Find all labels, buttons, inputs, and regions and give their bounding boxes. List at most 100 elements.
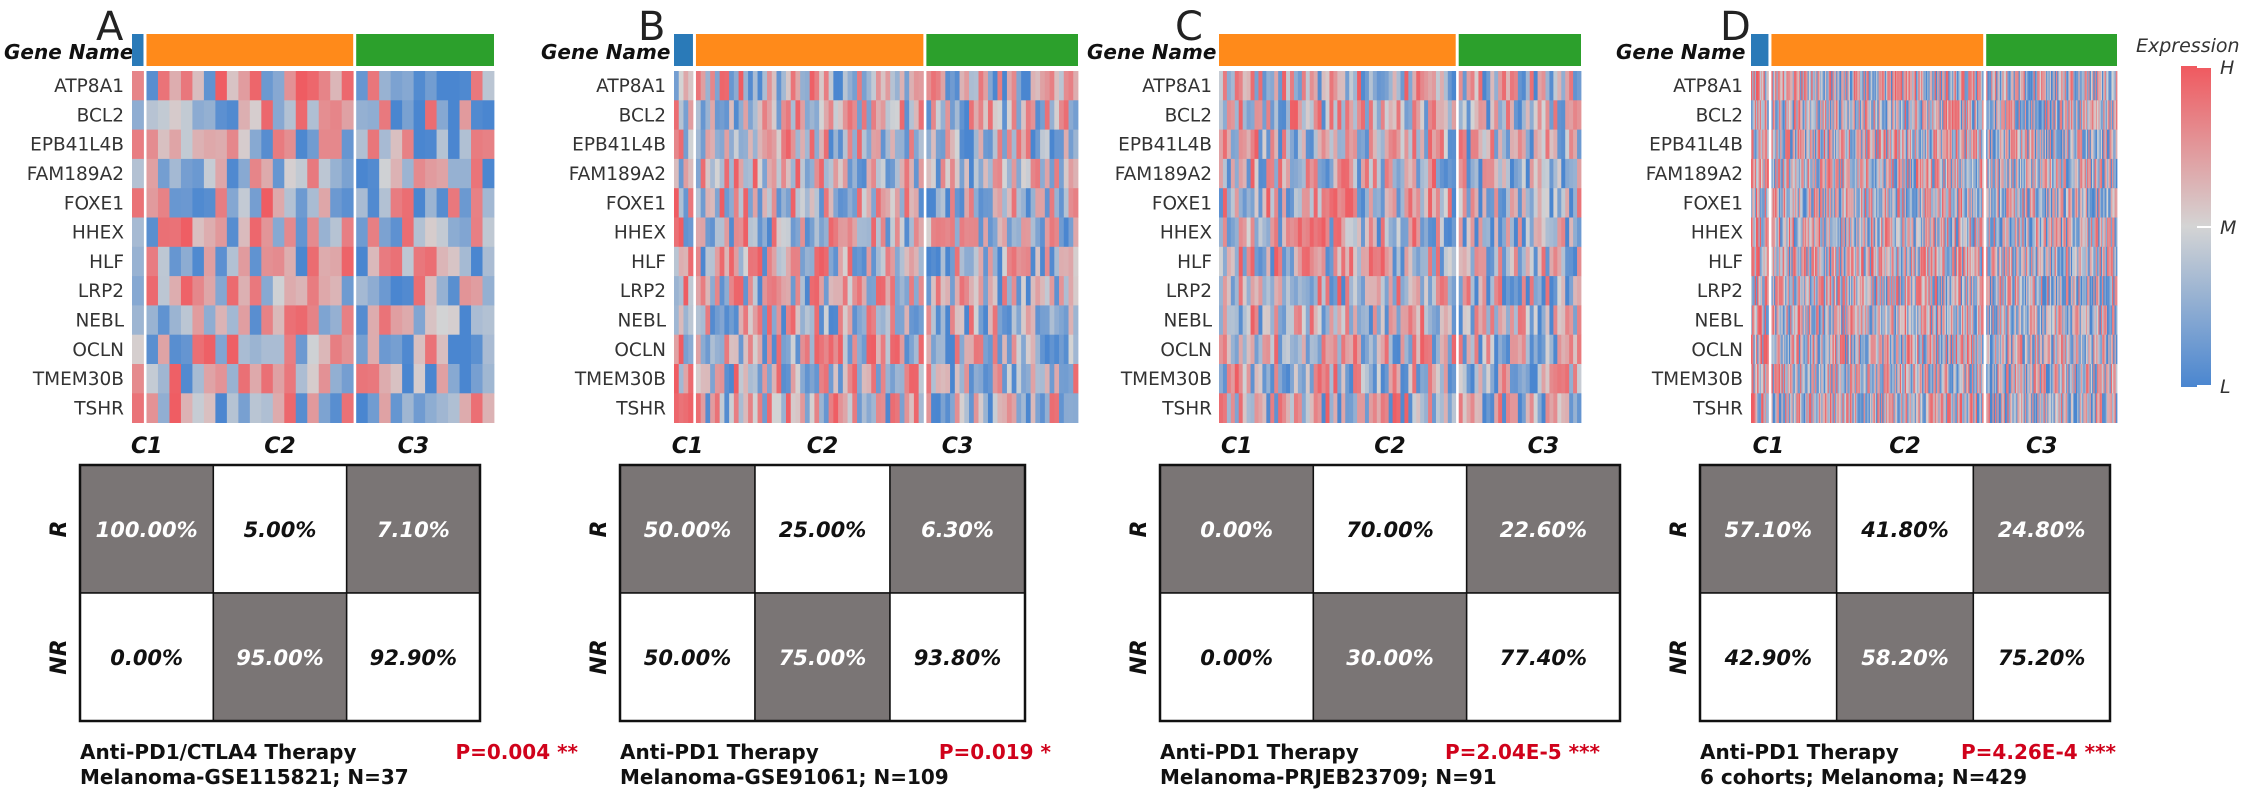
heatmap-cell [743,100,749,130]
heatmap-cell [1490,188,1495,218]
heatmap-cell [1541,334,1546,365]
heatmap-cell [1997,129,2000,160]
heatmap-cell [1963,71,1965,101]
heatmap-cell [1305,334,1311,365]
heatmap-cell [1846,246,1848,277]
heatmap-cell [1054,71,1060,101]
heatmap-cell [1837,188,1840,218]
heatmap-cell [1924,217,1927,248]
heatmap-cell [1826,129,1828,160]
heatmap-cell [1428,246,1433,277]
heatmap-cell [767,188,773,218]
heatmap-cell [1439,364,1445,394]
heatmap-cell [1274,129,1279,160]
heatmap-cell [1848,217,1851,248]
heatmap-cell [1509,129,1515,160]
heatmap-cell [1962,217,1964,248]
heatmap-cell [1862,246,1865,277]
heatmap-cell [1963,188,1965,218]
heatmap-cell [2002,393,2005,423]
heatmap-cell [1987,71,1990,101]
heatmap-cell [1506,305,1511,336]
heatmap-cell [1807,246,1810,277]
heatmap-cell [1791,129,1794,160]
heatmap-cell [295,100,308,130]
heatmap-cell [1991,305,1993,336]
heatmap-cell [1424,71,1429,101]
heatmap-cell [1869,364,1872,394]
heatmap-cell [1400,71,1405,101]
heatmap-cell [1843,217,1846,248]
heatmap-cell [1451,364,1457,394]
heatmap-cell [1002,217,1008,248]
heatmap-cell [1805,305,1807,336]
heatmap-cell [1290,364,1295,394]
heatmap-cell [1980,305,1983,336]
heatmap-cell [700,246,706,277]
heatmap-cell [1964,276,1967,306]
heatmap-cell [1801,393,1803,423]
heatmap-cell [1944,71,1947,101]
heatmap-cell [1969,305,1972,336]
heatmap-cell [1894,158,1897,189]
heatmap-cell [683,188,689,218]
heatmap-cell [1384,71,1390,101]
heatmap-cell [790,334,796,365]
heatmap-cell [1795,129,1797,160]
heatmap-cell [1896,305,1898,336]
heatmap-cell [1219,334,1224,365]
heatmap-cell [215,364,228,394]
gene-label-atp8a1: ATP8A1 [1142,76,1212,97]
heatmap-cell [748,71,754,101]
heatmap-cell [1914,71,1917,101]
heatmap-cell [705,246,711,277]
heatmap-cell [1823,188,1826,218]
heatmap-cell [448,246,460,277]
heatmap-cell [1432,364,1437,394]
heatmap-cell [1940,276,1943,306]
heatmap-cell [1834,334,1837,365]
heatmap-cell [1837,305,1840,336]
heatmap-cell [1073,334,1079,365]
heatmap-cell [1853,188,1856,218]
heatmap-cell [1973,188,1975,218]
heatmap-cell [272,188,285,218]
heatmap-cell [1828,71,1831,101]
heatmap-cell [1887,100,1889,130]
heatmap-cell [215,217,228,248]
heatmap-cell [1380,246,1386,277]
heatmap-cell [1451,393,1457,423]
heatmap-cell [1876,71,1878,101]
heatmap-cell [1917,246,1919,277]
heatmap-cell [1808,364,1811,394]
heatmap-cell [1945,217,1948,248]
heatmap-cell [1817,393,1820,423]
heatmap-cell [1321,246,1326,277]
heatmap-cell [1898,188,1901,218]
heatmap-cell [1973,276,1975,306]
heatmap-cell [1577,71,1582,101]
heatmap-cell [987,129,994,160]
heatmap-cell [1853,334,1856,365]
heatmap-cell [1997,217,2000,248]
heatmap-cell [678,305,684,336]
heatmap-cell [838,100,844,130]
heatmap-cell [1408,158,1413,189]
heatmap-cell [729,129,735,160]
heatmap-cell [1242,246,1248,277]
heatmap-cell [1782,100,1785,130]
heatmap-cell [683,129,689,160]
row-label-r: R [1127,521,1152,538]
heatmap-cell [899,393,905,423]
heatmap-cell [1470,100,1475,130]
heatmap-cell [1899,217,1902,248]
heatmap-cell [1873,364,1876,394]
heatmap-cell [1270,188,1275,218]
heatmap-cell [1908,71,1911,101]
heatmap-cell [1242,100,1248,130]
heatmap-cell [1755,71,1758,101]
gene-label-fam189a2: FAM189A2 [1115,164,1212,185]
heatmap-cell [1909,276,1912,306]
heatmap-cell [1834,217,1837,248]
heatmap-cell [1767,100,1769,130]
